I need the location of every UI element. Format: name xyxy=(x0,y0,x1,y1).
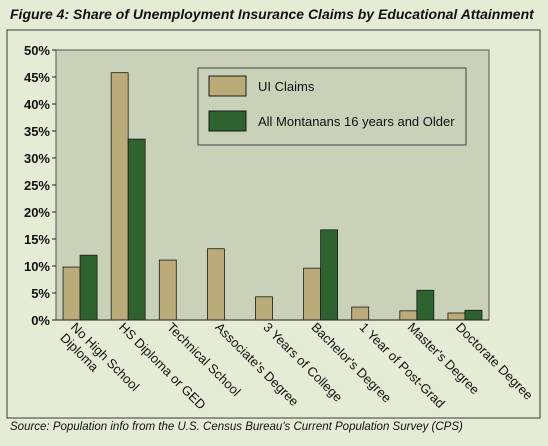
chart-title: Figure 4: Share of Unemployment Insuranc… xyxy=(10,6,534,22)
x-tick-label: Associate's Degree xyxy=(212,320,302,410)
bar-ui-claims xyxy=(206,248,225,321)
y-tick-label: 25% xyxy=(24,178,50,193)
y-tick-label: 10% xyxy=(24,259,50,274)
bar-ui-claims xyxy=(399,310,418,321)
y-tick-label: 50% xyxy=(24,43,50,58)
bar-all-montanans xyxy=(416,289,435,321)
x-tick-label: HS Diploma or GED xyxy=(116,320,209,413)
y-tick-label: 30% xyxy=(24,151,50,166)
y-tick-label: 45% xyxy=(24,70,50,85)
bar-all-montanans xyxy=(464,309,483,321)
y-tick-label: 15% xyxy=(24,232,50,247)
y-tick-label: 20% xyxy=(24,205,50,220)
y-tick-label: 40% xyxy=(24,97,50,112)
y-axis: 0% 5% 10% 15% 20% 25% 30% 35% 40% 45% 50% xyxy=(24,43,56,328)
bar-ui-claims xyxy=(303,267,322,321)
x-tick-label: Bachelor's Degree xyxy=(308,320,394,406)
legend-swatch-ui-claims xyxy=(208,75,247,97)
legend-label-ui-claims: UI Claims xyxy=(258,79,315,94)
y-tick-label: 5% xyxy=(31,286,50,301)
bar-ui-claims xyxy=(62,266,81,321)
y-tick-label: 0% xyxy=(31,313,50,328)
bar-ui-claims xyxy=(110,72,129,321)
bars xyxy=(62,72,483,321)
source-note: Source: Population info from the U.S. Ce… xyxy=(10,421,463,433)
bar-ui-claims xyxy=(351,306,370,321)
x-axis-labels: No High SchoolDiploma HS Diploma or GEDTe… xyxy=(57,320,536,413)
y-tick-label: 35% xyxy=(24,124,50,139)
bar-ui-claims xyxy=(447,312,466,321)
legend: UI Claims All Montanans 16 years and Old… xyxy=(197,67,467,146)
bar-all-montanans xyxy=(127,138,146,321)
legend-label-all-montanans: All Montanans 16 years and Older xyxy=(258,114,455,129)
x-tick-label: 1 Year of Post-Grad xyxy=(357,320,448,411)
bar-all-montanans xyxy=(79,254,98,321)
plot-frame xyxy=(6,29,541,419)
legend-swatch-all-montanans xyxy=(208,110,247,132)
bar-ui-claims xyxy=(255,296,273,321)
bar-ui-claims xyxy=(158,259,177,321)
bar-all-montanans xyxy=(320,229,339,321)
